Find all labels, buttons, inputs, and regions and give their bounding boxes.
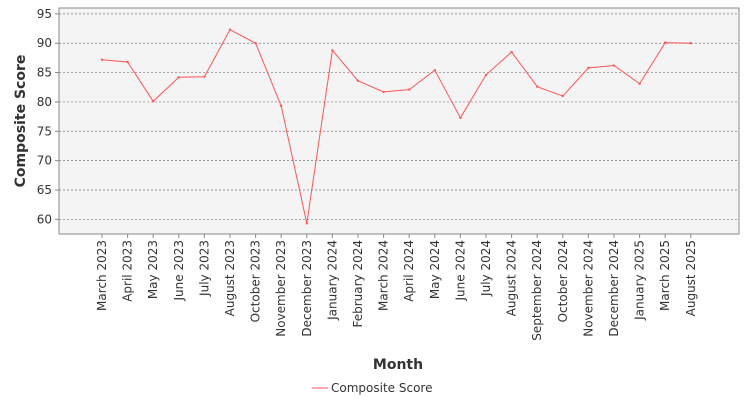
x-tick-label: November 2024 bbox=[581, 240, 595, 337]
x-tick-label: February 2024 bbox=[351, 240, 365, 328]
grid-lines bbox=[59, 13, 739, 220]
x-axis-title: Month bbox=[373, 357, 423, 373]
y-tick-label: 90 bbox=[37, 36, 52, 50]
series-layer bbox=[100, 28, 692, 225]
x-tick-label: August 2023 bbox=[223, 240, 237, 316]
data-point bbox=[587, 66, 590, 70]
x-tick-label: December 2024 bbox=[607, 240, 621, 337]
y-tick-label: 75 bbox=[37, 124, 52, 138]
y-axis: 60 65 70 75 80 85 90 95 bbox=[37, 7, 59, 226]
data-point bbox=[254, 42, 257, 45]
data-point bbox=[100, 58, 104, 61]
plot-area bbox=[58, 7, 740, 235]
data-point bbox=[177, 76, 180, 79]
x-tick-label: August 2025 bbox=[684, 240, 698, 316]
x-tick-label: July 2024 bbox=[479, 240, 493, 297]
data-point bbox=[356, 79, 360, 82]
x-tick-label: July 2023 bbox=[197, 240, 211, 297]
y-tick-label: 70 bbox=[37, 154, 52, 168]
series-line bbox=[101, 29, 691, 224]
data-point bbox=[331, 49, 334, 52]
data-point bbox=[459, 116, 462, 119]
x-tick-label: June 2023 bbox=[172, 240, 186, 302]
data-point bbox=[536, 85, 539, 88]
x-tick-label: May 2023 bbox=[146, 240, 160, 299]
x-tick-label: October 2024 bbox=[556, 240, 570, 322]
data-point bbox=[408, 88, 411, 91]
legend-label: Composite Score bbox=[331, 381, 432, 395]
legend: Composite Score bbox=[312, 381, 432, 395]
x-tick-label: May 2024 bbox=[428, 240, 442, 299]
x-tick-label: March 2025 bbox=[658, 240, 672, 311]
data-point bbox=[484, 73, 488, 77]
data-point bbox=[638, 82, 641, 85]
x-tick-label: October 2023 bbox=[249, 240, 263, 322]
data-point bbox=[203, 75, 206, 78]
y-tick-label: 80 bbox=[37, 95, 52, 109]
y-tick-label: 85 bbox=[37, 66, 52, 80]
x-tick-label: June 2024 bbox=[453, 240, 467, 302]
x-tick-label: January 2025 bbox=[633, 240, 647, 321]
x-tick-label: March 2024 bbox=[377, 240, 391, 311]
x-tick-label: April 2024 bbox=[402, 240, 416, 302]
y-tick-label: 95 bbox=[37, 7, 52, 21]
data-point bbox=[382, 90, 385, 94]
y-tick-label: 65 bbox=[37, 183, 52, 197]
x-tick-label: January 2024 bbox=[325, 240, 339, 321]
x-tick-label: August 2024 bbox=[505, 240, 519, 316]
x-axis: March 2023 April 2023 May 2023 June 2023 Jul… bbox=[95, 234, 698, 341]
data-point bbox=[510, 50, 513, 54]
data-point bbox=[433, 69, 436, 72]
x-tick-label: September 2024 bbox=[530, 240, 544, 341]
x-tick-label: November 2023 bbox=[274, 240, 288, 337]
data-point bbox=[561, 94, 564, 98]
data-point bbox=[280, 104, 283, 108]
y-tick-label: 60 bbox=[37, 212, 52, 226]
data-point bbox=[689, 42, 692, 45]
data-point bbox=[152, 100, 155, 103]
data-point bbox=[305, 222, 308, 225]
x-tick-label: March 2023 bbox=[95, 240, 109, 311]
data-point bbox=[228, 28, 232, 31]
data-point bbox=[612, 64, 616, 67]
data-point bbox=[126, 60, 129, 64]
data-point bbox=[664, 41, 667, 44]
x-tick-label: April 2023 bbox=[121, 240, 135, 302]
y-axis-title: Composite Score bbox=[13, 55, 29, 188]
x-tick-label: December 2023 bbox=[300, 240, 314, 337]
